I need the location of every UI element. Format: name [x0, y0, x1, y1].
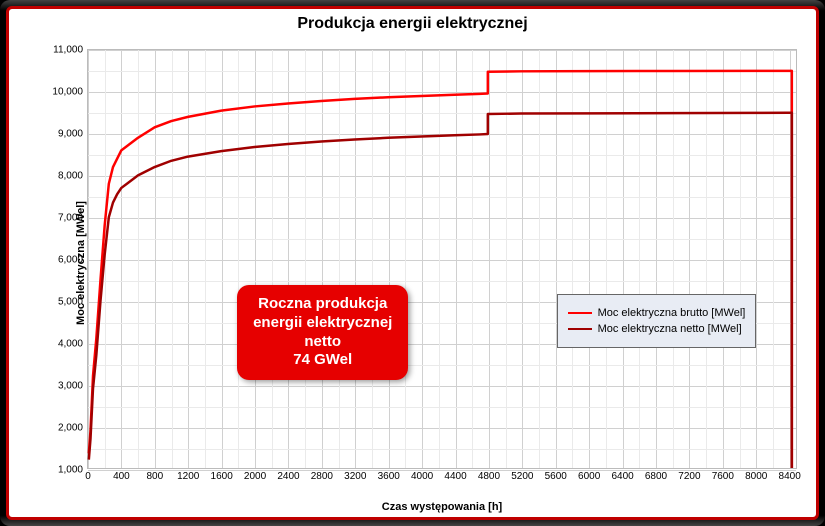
annotation-line: Roczna produkcja — [253, 295, 392, 314]
y-tick-label: 5,000 — [58, 297, 83, 308]
x-tick-label: 2000 — [244, 471, 266, 482]
outer-frame: Produkcja energii elektrycznej Moc elekt… — [0, 0, 825, 526]
legend-item: Moc elektryczna netto [MWel] — [568, 323, 746, 335]
x-tick-label: 7200 — [678, 471, 700, 482]
y-tick-label: 1,000 — [58, 465, 83, 476]
x-tick-label: 400 — [113, 471, 130, 482]
x-tick-label: 5200 — [511, 471, 533, 482]
annotation-line: 74 GWel — [253, 351, 392, 370]
x-tick-label: 0 — [85, 471, 91, 482]
y-tick-label: 9,000 — [58, 129, 83, 140]
y-tick-label: 7,000 — [58, 213, 83, 224]
chart-frame: Produkcja energii elektrycznej Moc elekt… — [6, 6, 819, 520]
annotation-line: energii elektrycznej — [253, 314, 392, 333]
legend-label: Moc elektryczna netto [MWel] — [598, 323, 742, 335]
x-tick-label: 7600 — [712, 471, 734, 482]
x-tick-label: 2400 — [277, 471, 299, 482]
x-tick-label: 8000 — [745, 471, 767, 482]
legend-item: Moc elektryczna brutto [MWel] — [568, 307, 746, 319]
series-line — [89, 113, 792, 468]
y-tick-label: 8,000 — [58, 171, 83, 182]
y-tick-label: 2,000 — [58, 423, 83, 434]
line-series-svg — [88, 50, 796, 468]
legend-swatch — [568, 328, 592, 330]
y-tick-label: 4,000 — [58, 339, 83, 350]
annotation-line: netto — [253, 333, 392, 352]
y-tick-label: 10,000 — [52, 87, 83, 98]
x-tick-label: 3200 — [344, 471, 366, 482]
x-tick-label: 6400 — [611, 471, 633, 482]
plot-area: Roczna produkcjaenergii elektrycznejnett… — [87, 49, 797, 469]
annotation-box: Roczna produkcjaenergii elektrycznejnett… — [237, 285, 408, 380]
legend-swatch — [568, 312, 592, 314]
y-tick-label: 6,000 — [58, 255, 83, 266]
x-tick-label: 1200 — [177, 471, 199, 482]
x-tick-label: 1600 — [211, 471, 233, 482]
x-tick-label: 4000 — [411, 471, 433, 482]
series-line — [89, 71, 792, 468]
legend-box: Moc elektryczna brutto [MWel] Moc elektry… — [557, 294, 757, 348]
x-tick-label: 4800 — [478, 471, 500, 482]
legend-label: Moc elektryczna brutto [MWel] — [598, 307, 746, 319]
chart-title: Produkcja energii elektrycznej — [9, 15, 816, 33]
x-tick-label: 6000 — [578, 471, 600, 482]
x-tick-label: 4400 — [444, 471, 466, 482]
x-tick-label: 3600 — [378, 471, 400, 482]
x-tick-label: 5600 — [545, 471, 567, 482]
y-tick-label: 3,000 — [58, 381, 83, 392]
x-tick-label: 8400 — [779, 471, 801, 482]
x-tick-label: 800 — [146, 471, 163, 482]
x-tick-label: 2800 — [311, 471, 333, 482]
x-axis-label: Czas występowania [h] — [87, 501, 797, 513]
y-tick-label: 11,000 — [53, 45, 83, 56]
x-tick-label: 6800 — [645, 471, 667, 482]
